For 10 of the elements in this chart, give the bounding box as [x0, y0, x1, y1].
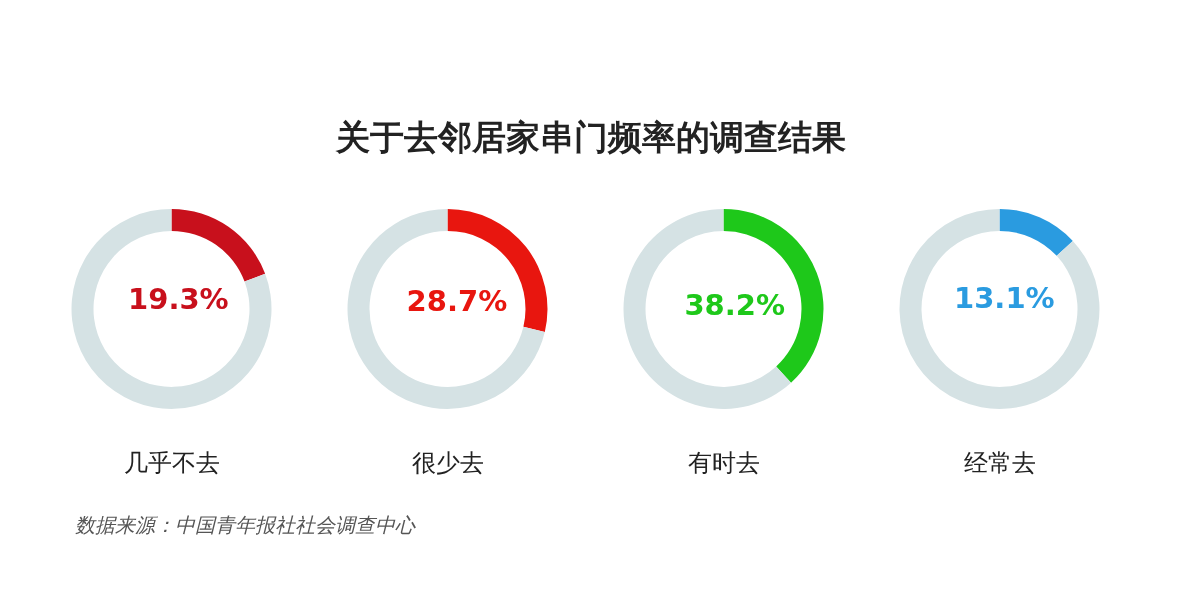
- data-label: 28.7%: [406, 284, 508, 319]
- data-label: 19.3%: [128, 282, 229, 317]
- data-label: 38.2%: [684, 287, 785, 322]
- text: 经常去: [963, 449, 1036, 477]
- text: 关于去邻居家串门频率的调查结果: [334, 116, 847, 159]
- data-label: 13.1%: [954, 280, 1055, 315]
- text: 很少去: [411, 449, 484, 477]
- text: 几乎不去: [123, 449, 220, 477]
- text: 有时去: [687, 449, 760, 477]
- source-note: 数据来源：中国青年报社社会调查中心: [75, 512, 415, 539]
